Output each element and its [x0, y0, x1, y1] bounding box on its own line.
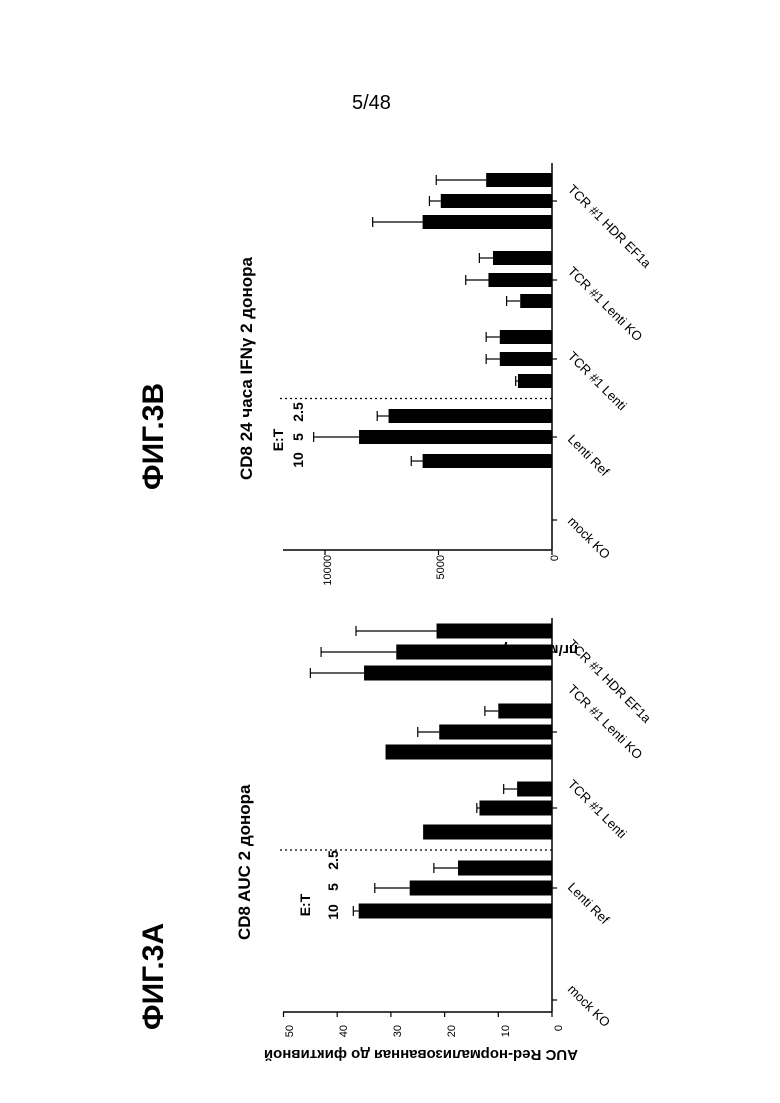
bar-3b-g2-s0: [518, 374, 552, 388]
bar-3a-g1-s0: [359, 904, 552, 919]
y-tick-3a-0: 0: [553, 1025, 565, 1031]
bar-3b-g1-s2: [389, 409, 552, 423]
y-tick-3a-20: 20: [446, 1025, 458, 1037]
bar-3b-g2-s2: [500, 330, 552, 344]
et-label-3a: E:T: [297, 893, 313, 916]
category-label-3a-tcr1-lenti: TCR #1 Lenti: [565, 777, 630, 842]
y-tick-3a-50: 50: [284, 1025, 296, 1037]
y-tick-3a-40: 40: [338, 1025, 350, 1037]
y-tick-3b-5000: 5000: [435, 555, 447, 579]
figure-label-3a: ФИГ.3A: [137, 923, 170, 1030]
category-label-3a-lenti-ref: Lenti Ref: [565, 880, 613, 928]
chart-title-3a: CD8 AUC 2 донора: [235, 784, 254, 940]
bar-3a-g1-s2: [458, 861, 552, 876]
panel-3a: ФИГ.3A CD8 AUC 2 донора AUC Red-нормализ…: [137, 600, 655, 1063]
bar-3b-g1-s1: [359, 430, 552, 444]
category-label-3b-tcr1-lenti: TCR #1 Lenti: [565, 349, 630, 414]
bar-3b-g4-s2: [486, 173, 552, 187]
bar-3b-g4-s1: [441, 194, 552, 208]
et-ratio-10-3a: 10: [325, 904, 341, 920]
chart-title-3b: CD8 24 часа IFNγ 2 донора: [237, 257, 256, 480]
bar-3a-g2-s1: [480, 801, 552, 816]
bar-3a-g4-s2: [437, 624, 552, 639]
panel-3b: ФИГ.3B CD8 24 часа IFNγ 2 донора пг/мл I…: [137, 150, 655, 658]
bar-3b-g3-s2: [493, 251, 552, 265]
bar-3a-g2-s2: [517, 782, 552, 797]
et-label-3b: E:T: [270, 428, 286, 451]
et-ratio-2-5-3a: 2.5: [325, 850, 341, 870]
figure-label-3b: ФИГ.3B: [137, 383, 170, 490]
bar-3a-g3-s2: [498, 704, 552, 719]
category-label-3a-mock-ko: mock KO: [565, 982, 613, 1030]
bar-3a-g3-s1: [439, 725, 552, 740]
bar-3a-g2-s0: [423, 825, 552, 840]
bar-3a-g3-s0: [386, 745, 552, 760]
y-axis-label-3a: AUC Red-нормализованная до фиктивной: [264, 1046, 578, 1063]
y-tick-3b-10000: 10000: [322, 555, 334, 586]
et-ratio-2-5-3b: 2.5: [290, 402, 306, 422]
y-tick-3a-30: 30: [392, 1025, 404, 1037]
category-label-3b-lenti-ref: Lenti Ref: [565, 432, 613, 480]
y-tick-3b-0: 0: [549, 555, 561, 561]
et-ratio-5-3b: 5: [290, 433, 306, 441]
category-label-3b-tcr1-hdr-ef1a: TCR #1 HDR EF1a: [565, 182, 655, 272]
et-ratio-10-3b: 10: [290, 452, 306, 468]
category-label-3b-mock-ko: mock KO: [565, 514, 613, 562]
bar-3b-g4-s0: [423, 215, 552, 229]
bar-3b-g2-s1: [500, 352, 552, 366]
bar-3b-g3-s0: [520, 294, 552, 308]
bar-3a-g1-s1: [410, 881, 552, 896]
et-ratio-5-3a: 5: [325, 883, 341, 891]
bar-3b-g1-s0: [423, 454, 552, 468]
y-tick-3a-10: 10: [500, 1025, 512, 1037]
bar-3a-g4-s0: [364, 666, 552, 681]
bar-3b-g3-s1: [488, 273, 552, 287]
y-axis-label-3b: пг/мл IFNγ: [501, 641, 578, 658]
category-label-3b-tcr1-lenti-ko: TCR #1 Lenti KO: [565, 264, 646, 345]
